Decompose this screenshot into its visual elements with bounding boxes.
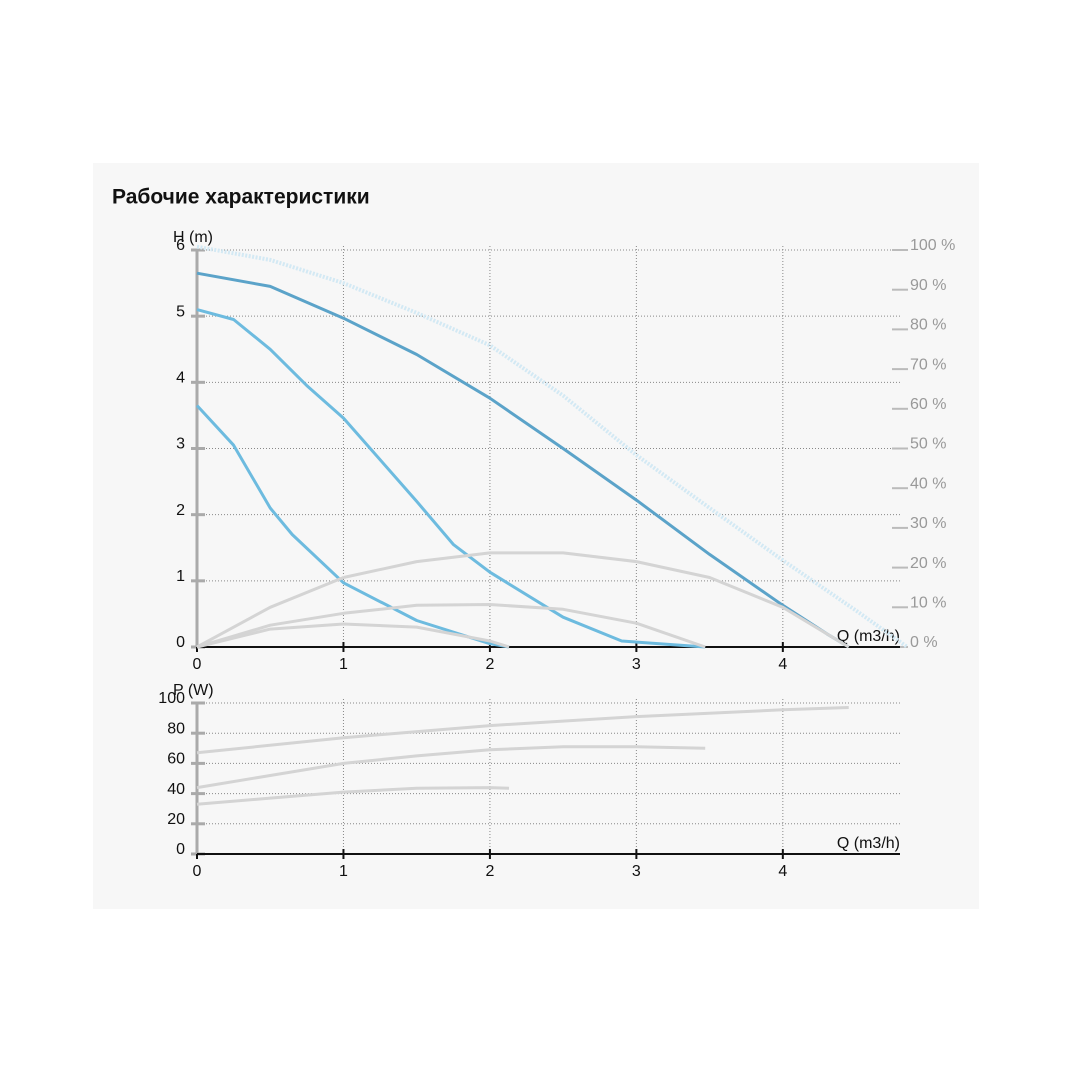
- series-line: [196, 308, 706, 649]
- x-tick-label: 4: [778, 656, 787, 673]
- series-line: [196, 551, 850, 649]
- x-axis-label: Q (m3/h): [837, 835, 900, 852]
- series-line: [196, 622, 510, 649]
- y2-tick-label: 10 %: [910, 595, 946, 612]
- y-tick-label: 80: [167, 720, 185, 737]
- y-tick-label: 20: [167, 811, 185, 828]
- series-line: [196, 603, 706, 649]
- y-axis-label: H (m): [173, 229, 213, 246]
- x-tick-label: 1: [339, 863, 348, 880]
- y-tick-label: 40: [167, 781, 185, 798]
- y-tick-label: 5: [176, 303, 185, 320]
- y-tick-label: 60: [167, 751, 185, 768]
- y2-tick-label: 40 %: [910, 475, 946, 492]
- y-tick-label: 6: [176, 237, 185, 254]
- y-tick-label: 2: [176, 502, 185, 519]
- x-tick-label: 3: [632, 863, 641, 880]
- y2-tick-label: 30 %: [910, 515, 946, 532]
- y-tick-label: 3: [176, 436, 185, 453]
- y-axis-label: P (W): [173, 682, 214, 699]
- y2-tick-label: 0 %: [910, 634, 938, 651]
- chart-title: Рабочие характеристики: [112, 186, 370, 209]
- y2-tick-label: 80 %: [910, 317, 946, 334]
- series-line: [196, 244, 909, 649]
- x-tick-label: 4: [778, 863, 787, 880]
- y2-tick-label: 100 %: [910, 237, 955, 254]
- y-tick-label: 4: [176, 370, 185, 387]
- x-tick-label: 1: [339, 656, 348, 673]
- panel: [93, 163, 979, 909]
- y2-tick-label: 20 %: [910, 555, 946, 572]
- y-tick-label: 1: [176, 568, 185, 585]
- y-tick-label: 100: [158, 690, 185, 707]
- x-tick-label: 2: [485, 656, 494, 673]
- y-tick-label: 0: [176, 841, 185, 858]
- x-tick-label: 3: [632, 656, 641, 673]
- x-tick-label: 2: [485, 863, 494, 880]
- y2-tick-label: 60 %: [910, 396, 946, 413]
- y2-tick-label: 90 %: [910, 277, 946, 294]
- series-line: [196, 745, 706, 790]
- x-tick-label: 0: [193, 863, 202, 880]
- series-line: [196, 706, 849, 755]
- y2-tick-label: 50 %: [910, 436, 946, 453]
- y-tick-label: 0: [176, 634, 185, 651]
- x-tick-label: 0: [193, 656, 202, 673]
- series-line: [196, 786, 510, 806]
- y2-tick-label: 70 %: [910, 356, 946, 373]
